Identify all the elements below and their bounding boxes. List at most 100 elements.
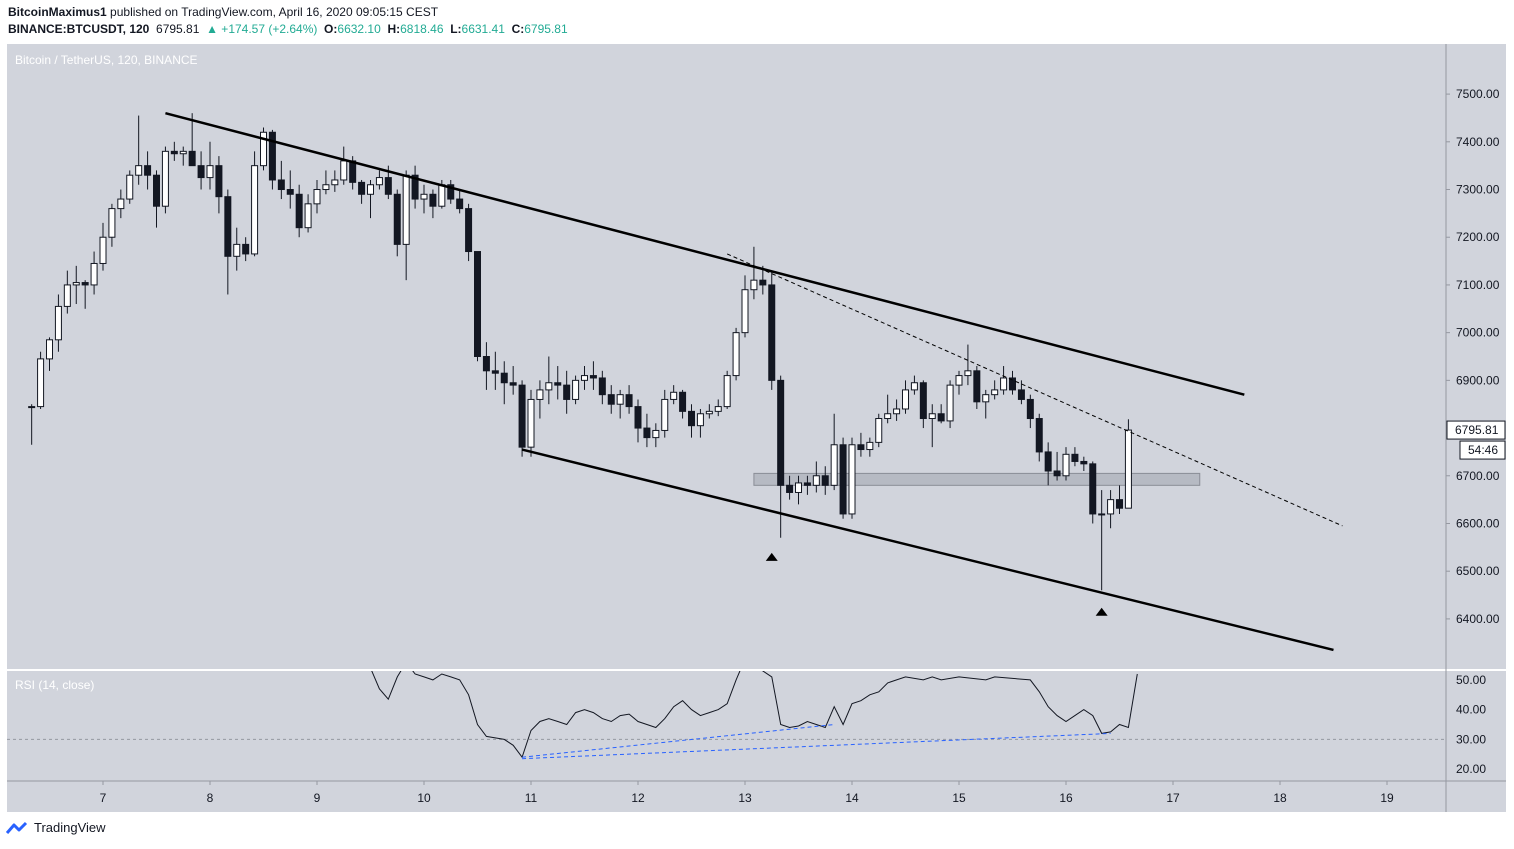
- candle-up: [652, 429, 660, 439]
- x-tick-label: 7: [100, 791, 107, 805]
- candle-up: [714, 406, 722, 412]
- candle-down: [188, 150, 196, 167]
- candle-up: [108, 208, 116, 238]
- candle-up: [331, 179, 339, 186]
- candle-up: [670, 391, 678, 400]
- candles: [28, 113, 1132, 591]
- candle-up: [830, 444, 838, 486]
- candle-up: [910, 382, 918, 391]
- candle-down: [634, 406, 642, 429]
- candle-up: [572, 379, 580, 400]
- candle-down: [474, 251, 481, 357]
- low-label: L:: [450, 22, 462, 36]
- candle-up: [991, 389, 999, 396]
- candle-up: [955, 375, 963, 386]
- y-tick-label: 6700.00: [1456, 469, 1500, 483]
- candle-up: [1098, 513, 1106, 516]
- candle-down: [268, 131, 276, 181]
- time-axis[interactable]: [7, 781, 1506, 812]
- y-tick-label: 6500.00: [1456, 564, 1500, 578]
- footer: TradingView: [6, 820, 106, 835]
- candle-down: [215, 165, 223, 198]
- y-tick-label: 6600.00: [1456, 516, 1500, 530]
- lower-trendline: [521, 448, 1334, 652]
- candle-up: [438, 184, 446, 207]
- candle-down: [625, 394, 633, 408]
- candle-up: [117, 198, 125, 210]
- x-tick-label: 19: [1380, 791, 1394, 805]
- candle-up: [90, 262, 98, 286]
- high-value: 6818.46: [400, 22, 444, 36]
- rsi-tick-label: 40.00: [1456, 703, 1486, 717]
- x-tick-label: 12: [631, 791, 645, 805]
- rsi-tick-label: 30.00: [1456, 732, 1486, 746]
- candle-up: [982, 394, 990, 403]
- candle-up: [37, 358, 45, 408]
- candle-down: [1035, 418, 1043, 453]
- candle-down: [384, 177, 392, 195]
- candle-down: [607, 394, 615, 405]
- main-pane[interactable]: [7, 44, 1446, 669]
- candle-down: [1116, 499, 1123, 509]
- candle-down: [277, 179, 285, 191]
- candle-down: [643, 427, 651, 439]
- candle-up: [99, 236, 107, 264]
- y-tick-label: 7000.00: [1456, 326, 1500, 340]
- candle-down: [679, 391, 687, 412]
- chart-title: Bitcoin / TetherUS, 120, BINANCE: [15, 53, 198, 67]
- price-axis[interactable]: [1446, 44, 1506, 781]
- candle-up: [875, 418, 883, 443]
- candle-up: [420, 193, 428, 200]
- price-change: ▲ +174.57 (+2.64%): [206, 22, 318, 36]
- candle-up: [161, 150, 169, 207]
- candle-down: [563, 384, 571, 400]
- rsi-title: RSI (14, close): [15, 678, 94, 692]
- candle-down: [447, 184, 455, 200]
- candle-up: [54, 305, 62, 341]
- candle-up: [1107, 499, 1115, 515]
- candle-down: [1089, 463, 1097, 515]
- x-tick-label: 18: [1273, 791, 1287, 805]
- candle-up: [28, 406, 36, 409]
- candle-up: [536, 389, 544, 400]
- candle-up: [1124, 429, 1132, 509]
- countdown-label: 54:46: [1468, 443, 1498, 457]
- last-price: 6795.81: [156, 22, 200, 36]
- y-tick-label: 7100.00: [1456, 278, 1500, 292]
- candle-down: [144, 165, 152, 176]
- candle-down: [349, 160, 357, 183]
- countdown-box: [1459, 440, 1506, 460]
- x-tick-label: 14: [845, 791, 859, 805]
- dashed-trendline: [726, 253, 1343, 527]
- candle-up: [795, 482, 802, 493]
- candle-down: [170, 150, 178, 155]
- candle-down: [153, 174, 160, 207]
- candle-down: [554, 382, 562, 386]
- candle-down: [197, 165, 205, 179]
- candle-up: [375, 177, 383, 186]
- candle-down: [1026, 398, 1034, 420]
- author-name[interactable]: BitcoinMaximus1: [8, 5, 107, 19]
- rsi-divergence-line: [522, 724, 835, 758]
- candle-down: [1071, 453, 1079, 462]
- x-tick-label: 8: [207, 791, 214, 805]
- rsi-pane[interactable]: [7, 671, 1446, 781]
- x-tick-label: 11: [525, 791, 538, 805]
- y-tick-label: 7300.00: [1456, 183, 1500, 197]
- brand-name[interactable]: TradingView: [34, 820, 106, 835]
- last-price-label: 6795.81: [1455, 423, 1499, 437]
- candle-down: [937, 413, 945, 422]
- candle-up: [928, 413, 936, 420]
- triangle-up-marker: [765, 552, 778, 561]
- candle-up: [661, 398, 669, 431]
- tradingview-logo-icon: [6, 821, 28, 834]
- candle-up: [313, 189, 321, 205]
- candle-up: [46, 339, 53, 360]
- candle-up: [902, 389, 909, 410]
- candle-down: [491, 370, 499, 374]
- x-tick-label: 17: [1166, 791, 1180, 805]
- candle-up: [233, 243, 241, 257]
- candle-up: [251, 165, 259, 255]
- candle-down: [786, 484, 794, 493]
